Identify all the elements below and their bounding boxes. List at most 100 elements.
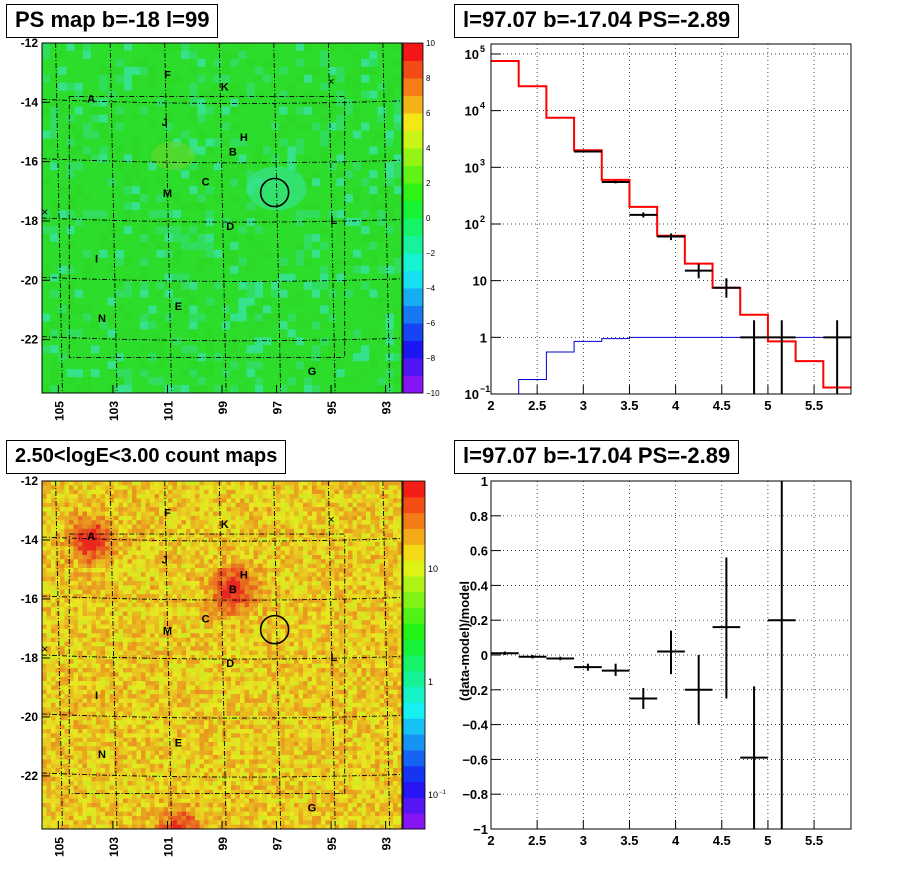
map-cell: [87, 524, 92, 530]
map-cell: [118, 633, 124, 638]
map-cell: [172, 502, 178, 508]
data-point: [684, 263, 713, 279]
map-cell: [115, 154, 125, 163]
map-cell: [320, 249, 329, 259]
map-cell: [115, 257, 125, 267]
map-cell: [123, 668, 128, 673]
map-cell: [132, 361, 141, 370]
map-cell: [99, 74, 108, 84]
map-cell: [107, 329, 117, 338]
map-cell: [118, 811, 124, 817]
map-cell: [172, 702, 178, 708]
map-cell: [132, 178, 141, 187]
map-cell: [132, 755, 137, 760]
map-cell: [87, 659, 92, 665]
map-cell: [74, 138, 84, 147]
map-cell: [60, 537, 65, 543]
map-cell: [163, 628, 169, 634]
map-cell: [109, 759, 115, 765]
map-cell: [190, 537, 196, 543]
map-cell: [279, 377, 288, 386]
map-cell: [114, 576, 119, 582]
map-cell: [393, 138, 403, 147]
map-cell: [159, 715, 164, 721]
map-cell: [164, 225, 174, 235]
map-cell: [99, 321, 108, 330]
map-cell: [197, 241, 207, 251]
map-cell: [199, 755, 205, 760]
map-cell: [46, 694, 52, 699]
map-cell: [336, 369, 346, 378]
map-cell: [64, 485, 70, 491]
map-cell: [123, 520, 128, 525]
map-cell: [123, 781, 128, 786]
map-cell: [55, 568, 61, 573]
map-cell: [150, 646, 155, 652]
map-cell: [181, 637, 187, 643]
map-cell: [118, 681, 124, 686]
map-cell: [163, 802, 169, 808]
map-cell: [64, 811, 70, 817]
map-cell: [186, 759, 191, 765]
map-cell: [369, 202, 378, 211]
map-cell: [150, 572, 155, 578]
map-cell: [262, 43, 272, 52]
map-cell: [96, 520, 101, 525]
map-cell: [51, 502, 56, 508]
map-cell: [69, 742, 74, 747]
map-cell: [78, 563, 83, 569]
map-cell: [159, 624, 164, 630]
map-cell: [105, 633, 110, 638]
map-cell: [105, 733, 110, 739]
map-cell: [336, 257, 346, 267]
map-cell: [78, 520, 83, 525]
map-cell: [114, 663, 119, 669]
source-label-M: M: [163, 188, 172, 200]
map-cell: [91, 353, 100, 362]
map-cell: [199, 659, 205, 665]
map-cell: [69, 715, 74, 721]
map-cell: [172, 520, 178, 525]
map-cell: [189, 130, 198, 139]
map-cell: [42, 607, 47, 612]
map-cell: [148, 66, 157, 76]
map-cell: [352, 257, 362, 267]
map-cell: [195, 802, 200, 808]
map-cell: [159, 815, 164, 821]
map-cell: [168, 794, 173, 799]
map-cell: [141, 541, 146, 547]
map-cell: [87, 563, 92, 569]
map-cell: [109, 768, 115, 773]
map-cell: [190, 628, 196, 634]
map-cell: [197, 194, 207, 203]
map-cell: [369, 130, 378, 139]
map-cell: [177, 781, 182, 786]
map-cell: [82, 520, 88, 525]
map-cell: [100, 785, 106, 791]
map-cell: [42, 707, 47, 712]
map-cell: [181, 82, 190, 92]
map-cell: [230, 66, 239, 76]
map-cell: [145, 815, 151, 821]
map-cell: [69, 802, 74, 808]
map-cell: [73, 524, 79, 530]
map-cell: [74, 43, 84, 52]
map-cell: [199, 498, 205, 504]
map-cell: [123, 607, 128, 612]
map-cell: [150, 563, 155, 569]
map-cell: [58, 146, 67, 155]
map-cell: [91, 620, 97, 625]
map-cell: [118, 715, 124, 721]
map-cell: [82, 685, 88, 691]
map-cell: [140, 194, 149, 203]
map-cell: [123, 502, 128, 508]
map-cell: [344, 178, 354, 187]
map-cell: [186, 650, 191, 656]
map-cell: [141, 563, 146, 569]
map-cell: [123, 728, 128, 734]
map-cell: [177, 554, 182, 560]
map-cell: [118, 711, 124, 717]
map-cell: [145, 598, 151, 604]
map-cell: [114, 728, 119, 734]
map-cell: [100, 685, 106, 691]
